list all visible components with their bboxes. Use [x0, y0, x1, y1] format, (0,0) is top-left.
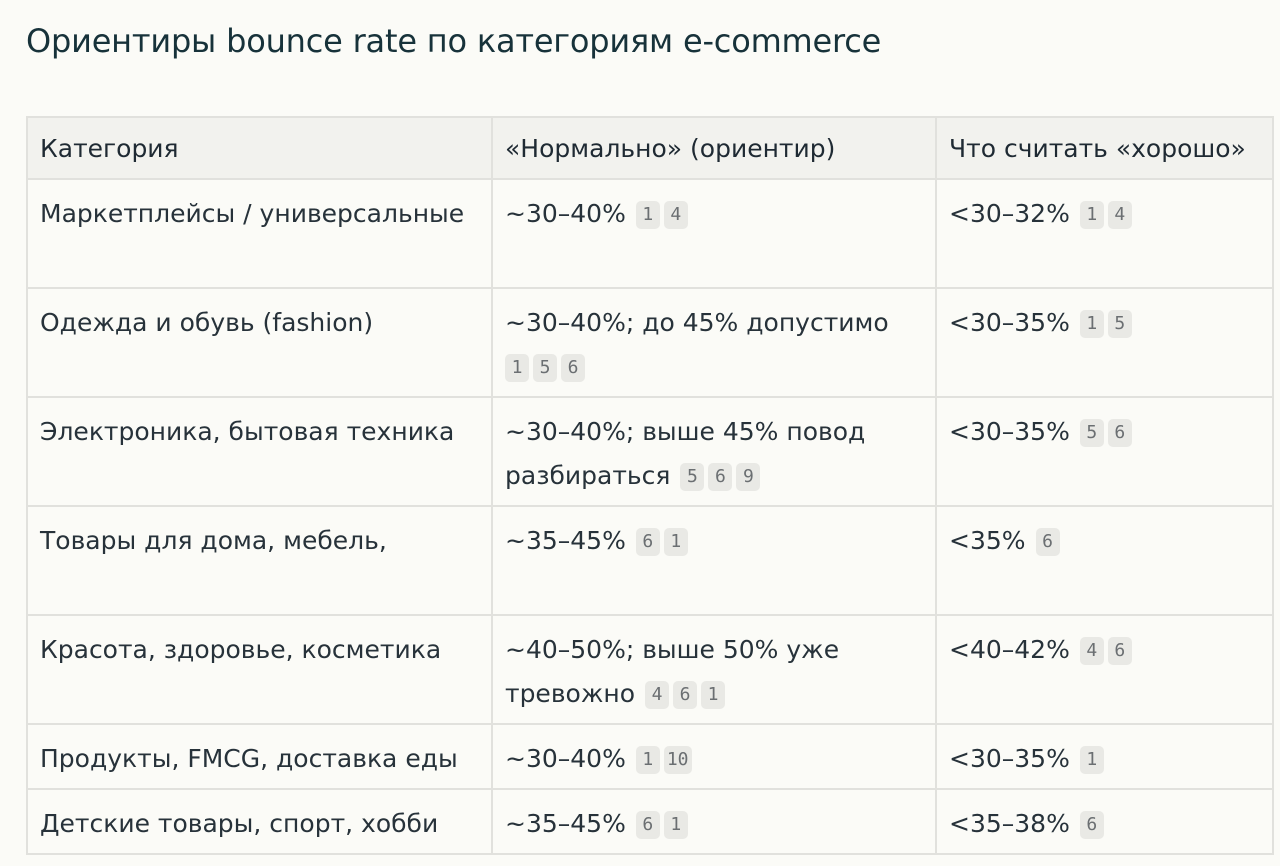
citation-badge[interactable]: 1 — [635, 201, 660, 229]
normal-cell: ~35–45% 6 1 — [491, 788, 937, 855]
good-text: <35% — [949, 526, 1026, 555]
citation-badge[interactable]: 6 — [635, 811, 660, 839]
citation-badge[interactable]: 4 — [645, 681, 670, 709]
good-cell: <35–38% 6 — [935, 788, 1274, 855]
table-row: Детские товары, спорт, хобби ~35–45% 6 1 <… — [26, 788, 1274, 855]
citation-badge[interactable]: 9 — [736, 463, 761, 491]
citation-badge[interactable]: 1 — [1079, 310, 1104, 338]
category-cell: Красота, здоровье, косметика — [26, 614, 493, 725]
normal-text: ~30–40%; до 45% допустимо — [505, 308, 889, 337]
normal-text: ~30–40% — [505, 744, 626, 773]
table-row: Одежда и обувь (fashion) ~30–40%; до 45%… — [26, 287, 1274, 398]
bounce-rate-table: Категория «Нормально» (ориентир) Что счи… — [26, 116, 1274, 855]
normal-cell: ~30–40% 1 10 — [491, 723, 937, 790]
good-cell: <35% 6 — [935, 505, 1274, 616]
citation-badge[interactable]: 6 — [1035, 528, 1060, 556]
good-text: <30–35% — [949, 417, 1070, 446]
citation-badge[interactable]: 1 — [663, 811, 688, 839]
table-header-row: Категория «Нормально» (ориентир) Что счи… — [26, 116, 1274, 180]
citation-badge[interactable]: 5 — [533, 354, 557, 382]
citation-badge[interactable]: 1 — [663, 528, 688, 556]
table-row: Продукты, FMCG, доставка еды ~30–40% 1 10 … — [26, 723, 1274, 790]
good-text: <40–42% — [949, 635, 1070, 664]
normal-cell: ~30–40%; до 45% допустимо 1 5 6 — [491, 287, 937, 398]
citation-badge[interactable]: 5 — [1107, 310, 1132, 338]
good-cell: <40–42% 4 6 — [935, 614, 1274, 725]
citation-badge[interactable]: 1 — [1079, 746, 1104, 774]
normal-text: ~30–40%; выше 45% повод разбираться — [505, 417, 866, 490]
citation-badge[interactable]: 4 — [663, 201, 688, 229]
category-text: Товары для дома, мебель, — [40, 526, 387, 555]
category-cell: Электроника, бытовая техника — [26, 396, 493, 507]
good-cell: <30–35% 1 5 — [935, 287, 1274, 398]
citation-badge[interactable]: 6 — [708, 463, 733, 491]
citation-badge[interactable]: 5 — [680, 463, 705, 491]
good-cell: <30–35% 5 6 — [935, 396, 1274, 507]
category-text: Продукты, FMCG, доставка еды — [40, 744, 458, 773]
good-text: <30–35% — [949, 744, 1070, 773]
category-cell: Товары для дома, мебель, — [26, 505, 493, 616]
category-text: Детские товары, спорт, хобби — [40, 809, 439, 838]
citation-badge[interactable]: 6 — [1107, 637, 1132, 665]
normal-text: ~30–40% — [505, 199, 626, 228]
citation-badge[interactable]: 10 — [663, 746, 692, 774]
table-row: Красота, здоровье, косметика ~40–50%; вы… — [26, 614, 1274, 725]
category-cell: Маркетплейсы / универсальные — [26, 178, 493, 289]
citation-badge[interactable]: 5 — [1079, 419, 1104, 447]
good-cell: <30–35% 1 — [935, 723, 1274, 790]
citation-badge[interactable]: 6 — [1107, 419, 1132, 447]
normal-cell: ~40–50%; выше 50% уже тревожно 4 6 1 — [491, 614, 937, 725]
category-text: Красота, здоровье, косметика — [40, 635, 442, 664]
citation-badge[interactable]: 1 — [505, 354, 529, 382]
normal-cell: ~30–40%; выше 45% повод разбираться 5 6 9 — [491, 396, 937, 507]
category-text: Одежда и обувь (fashion) — [40, 308, 374, 337]
citation-badge[interactable]: 1 — [1079, 201, 1104, 229]
category-text: Электроника, бытовая техника — [40, 417, 455, 446]
good-text: <30–35% — [949, 308, 1070, 337]
citation-badge[interactable]: 6 — [1079, 811, 1104, 839]
citation-badge[interactable]: 1 — [701, 681, 726, 709]
normal-cell: ~30–40% 1 4 — [491, 178, 937, 289]
table-row: Маркетплейсы / универсальные ~30–40% 1 4 <… — [26, 178, 1274, 289]
normal-cell: ~35–45% 6 1 — [491, 505, 937, 616]
header-normal: «Нормально» (ориентир) — [491, 116, 937, 180]
table-row: Электроника, бытовая техника ~30–40%; вы… — [26, 396, 1274, 507]
table-row: Товары для дома, мебель, ~35–45% 6 1 <35% 6 — [26, 505, 1274, 616]
citation-badge[interactable]: 1 — [635, 746, 660, 774]
citation-badge[interactable]: 6 — [561, 354, 585, 382]
normal-text: ~40–50%; выше 50% уже тревожно — [505, 635, 840, 708]
citation-badge[interactable]: 6 — [673, 681, 698, 709]
citation-badge[interactable]: 4 — [1107, 201, 1132, 229]
header-category: Категория — [26, 116, 493, 180]
header-good: Что считать «хорошо» — [935, 116, 1274, 180]
category-cell: Одежда и обувь (fashion) — [26, 287, 493, 398]
normal-text: ~35–45% — [505, 809, 626, 838]
normal-text: ~35–45% — [505, 526, 626, 555]
page-title: Ориентиры bounce rate по категориям e-co… — [26, 22, 882, 60]
good-text: <35–38% — [949, 809, 1070, 838]
citation-badge[interactable]: 6 — [635, 528, 660, 556]
category-cell: Продукты, FMCG, доставка еды — [26, 723, 493, 790]
citation-badge[interactable]: 4 — [1079, 637, 1104, 665]
good-text: <30–32% — [949, 199, 1070, 228]
category-text: Маркетплейсы / универсальные — [40, 199, 465, 228]
good-cell: <30–32% 1 4 — [935, 178, 1274, 289]
category-cell: Детские товары, спорт, хобби — [26, 788, 493, 855]
